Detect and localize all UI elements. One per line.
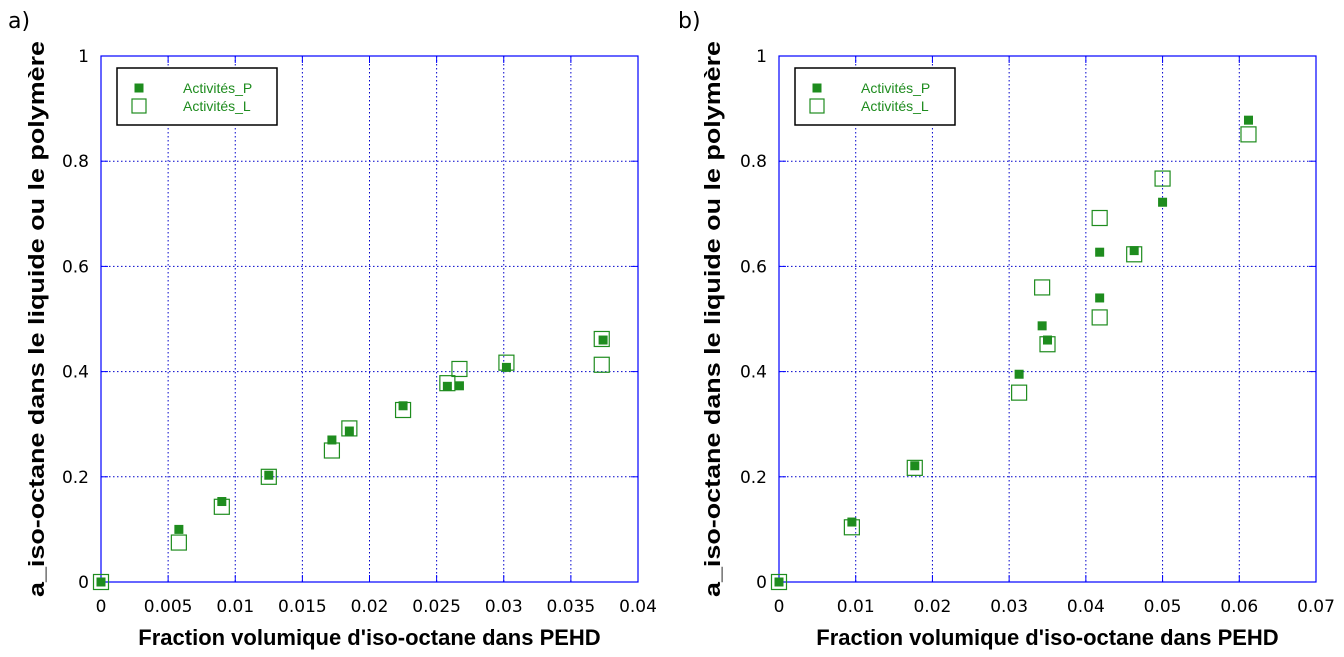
data-point-activites-p <box>454 381 464 391</box>
data-point-activites-l <box>439 375 456 392</box>
y-tick-label: 1 <box>78 47 89 67</box>
data-point-activites-p <box>501 362 511 372</box>
legend-box <box>116 67 278 126</box>
x-tick-label: 0.025 <box>412 597 461 617</box>
data-point-activites-p <box>1129 246 1139 256</box>
y-tick-label: 0.2 <box>62 468 89 488</box>
x-tick-label: 0 <box>96 597 107 617</box>
data-point-activites-l <box>1091 309 1108 326</box>
data-point-activites-l <box>770 573 788 591</box>
x-tick-label: 0.02 <box>913 597 951 617</box>
legend-marker-filled-square <box>134 83 144 93</box>
plot-frame <box>100 55 639 583</box>
legend: Activités_P Activités_L <box>116 67 278 126</box>
data-point-activites-l <box>260 468 277 485</box>
data-point-activites-l <box>1126 246 1143 263</box>
y-tick-label: 0.6 <box>740 257 767 277</box>
legend-box <box>794 67 956 126</box>
y-tick-label: 0.2 <box>740 468 767 488</box>
data-point-activites-l <box>906 459 923 476</box>
x-tick-label: 0.05 <box>1144 597 1182 617</box>
data-point-activites-p <box>598 335 608 345</box>
x-tick-label: 0.015 <box>278 597 327 617</box>
data-point-activites-p <box>1043 335 1052 345</box>
y-tick-label: 0 <box>756 573 767 593</box>
data-point-activites-p <box>442 381 452 391</box>
x-axis-title: Fraction volumique d'iso-octane dans PEH… <box>816 625 1278 650</box>
panel-b: b) 0 0.01 0.02 0.03 0.04 0.05 0.06 0.07 0 0.2 0.4 0.… <box>678 9 1335 650</box>
data-point-activites-p <box>217 497 227 507</box>
x-tick-label: 0.03 <box>485 597 523 617</box>
x-tick-label: 0.06 <box>1220 597 1258 617</box>
data-point-activites-l <box>170 534 187 551</box>
data-point-activites-l <box>394 401 412 419</box>
data-point-activites-p <box>910 461 920 471</box>
data-point-activites-p <box>774 577 784 587</box>
x-tick-label: 0 <box>774 597 785 617</box>
x-tick-label: 0.02 <box>351 597 389 617</box>
legend-label: Activités_L <box>183 98 251 114</box>
data-point-activites-l <box>213 498 230 515</box>
data-point-activites-l <box>323 442 341 459</box>
legend-label: Activités_P <box>183 80 252 96</box>
data-point-activites-l <box>843 519 860 536</box>
y-tick-label: 0 <box>78 573 89 593</box>
data-point-activites-l <box>92 573 110 591</box>
data-point-activites-p <box>398 401 408 411</box>
data-point-activites-l <box>1240 126 1257 143</box>
data-point-activites-l <box>451 360 468 378</box>
data-point-activites-l <box>341 420 358 437</box>
x-tick-label: 0.04 <box>619 597 657 617</box>
data-point-activites-l <box>1039 336 1056 353</box>
panel-a: a) 0 0.005 0.01 0.015 0.02 0.025 0.03 0.035 0.04 0… <box>8 9 657 650</box>
data-point-activites-p <box>1095 247 1105 257</box>
y-tick-label: 1 <box>756 47 767 67</box>
data-point-activites-p <box>1095 293 1105 303</box>
x-tick-label: 0.005 <box>144 597 193 617</box>
legend-label: Activités_P <box>861 80 930 96</box>
data-point-activites-p <box>1014 369 1024 379</box>
legend-label: Activités_L <box>861 98 929 114</box>
data-point-activites-p <box>344 426 354 436</box>
x-tick-label: 0.07 <box>1297 597 1335 617</box>
legend-marker-open-square <box>131 98 147 114</box>
data-point-activites-l <box>1011 384 1028 401</box>
data-point-activites-l <box>593 330 610 348</box>
legend-marker-filled-square <box>812 83 822 93</box>
y-tick-label: 0.8 <box>740 152 767 172</box>
data-point-activites-p <box>1158 197 1168 207</box>
data-point-activites-l <box>1091 209 1108 227</box>
y-tick-label: 0.8 <box>62 152 89 172</box>
data-point-activites-l <box>1154 170 1171 187</box>
data-point-activites-l <box>593 356 610 373</box>
x-tick-label: 0.01 <box>837 597 875 617</box>
x-tick-label: 0.035 <box>547 597 596 617</box>
data-point-activites-p <box>174 524 184 534</box>
x-axis-title: Fraction volumique d'iso-octane dans PEH… <box>138 625 600 650</box>
data-point-activites-p <box>1037 321 1047 331</box>
panel-label: b) <box>678 9 701 34</box>
x-tick-label: 0.03 <box>990 597 1028 617</box>
x-tick-label: 0.04 <box>1067 597 1105 617</box>
data-point-activites-p <box>847 517 857 527</box>
data-point-activites-l <box>1034 279 1051 296</box>
data-point-activites-l <box>498 354 515 371</box>
y-axis-title: a_iso-octane dans le liquide ou le polym… <box>700 41 725 597</box>
x-tick-label: 0.01 <box>216 597 254 617</box>
plot-frame <box>778 55 1317 583</box>
data-point-activites-p <box>1243 115 1253 125</box>
data-point-activites-p <box>96 577 106 587</box>
y-tick-label: 0.4 <box>62 363 89 383</box>
legend: Activités_P Activités_L <box>794 67 956 126</box>
y-axis-title: a_iso-octane dans le liquide ou le polym… <box>24 41 49 597</box>
legend-marker-open-square <box>809 98 825 114</box>
panel-label: a) <box>8 9 30 34</box>
data-point-activites-p <box>327 435 337 445</box>
data-point-activites-p <box>264 470 274 480</box>
y-tick-label: 0.4 <box>740 363 767 383</box>
y-tick-label: 0.6 <box>62 257 89 277</box>
